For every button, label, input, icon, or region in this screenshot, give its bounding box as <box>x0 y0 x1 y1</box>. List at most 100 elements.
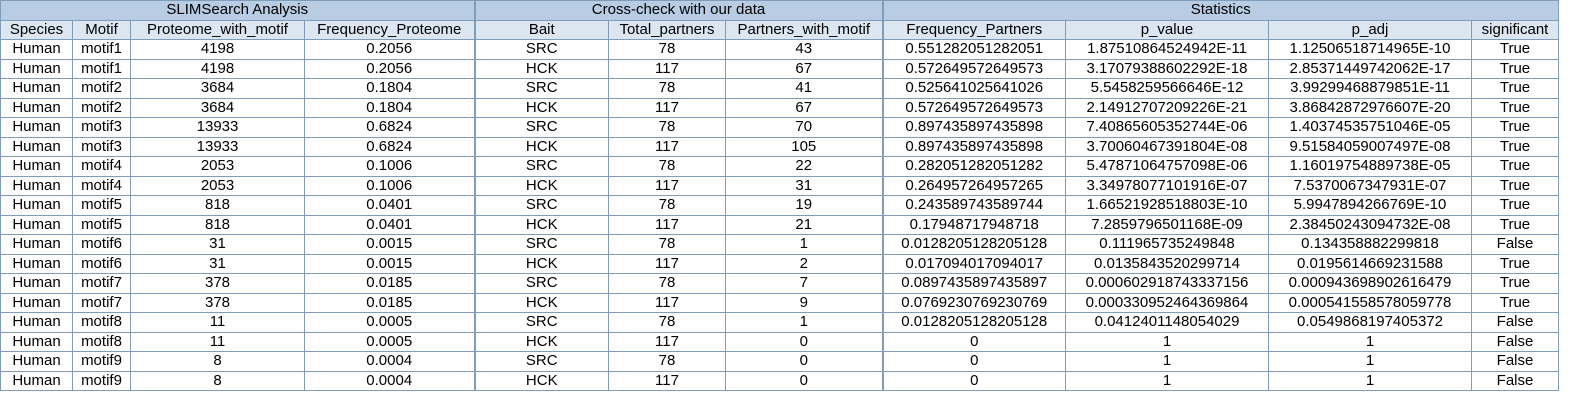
bait-cell: SRC <box>474 312 609 333</box>
frequency-proteome-cell: 0.6824 <box>304 117 476 138</box>
group-header-slimsearch: SLIMSearch Analysis <box>0 0 476 21</box>
column-header-bait: Bait <box>474 19 609 40</box>
table-row: Human motif2 3684 0.1804 HCK 117 67 0.572649572… <box>0 97 1559 118</box>
proteome-with-motif-cell: 31 <box>130 234 305 255</box>
partners-with-motif-cell: 0 <box>725 331 884 352</box>
species-cell: Human <box>0 39 73 60</box>
total-partners-cell: 117 <box>608 370 726 391</box>
bait-cell: SRC <box>474 39 609 60</box>
frequency-proteome-cell: 0.0005 <box>304 331 476 352</box>
species-cell: Human <box>0 78 73 99</box>
p-value-cell: 1.66521928518803E-10 <box>1065 195 1269 216</box>
group-header-row: SLIMSearch Analysis Cross-check with our… <box>0 0 1559 21</box>
frequency-partners-cell: 0 <box>882 370 1066 391</box>
frequency-partners-cell: 0.0128205128205128 <box>882 312 1066 333</box>
significant-cell: True <box>1471 195 1559 216</box>
species-cell: Human <box>0 136 73 157</box>
p-value-cell: 1 <box>1065 370 1269 391</box>
frequency-proteome-cell: 0.0015 <box>304 234 476 255</box>
frequency-proteome-cell: 0.0005 <box>304 312 476 333</box>
motif-cell: motif5 <box>72 195 131 216</box>
table-row: Human motif6 31 0.0015 HCK 117 2 0.017094017094… <box>0 253 1559 274</box>
total-partners-cell: 78 <box>608 312 726 333</box>
frequency-proteome-cell: 0.0401 <box>304 214 476 235</box>
column-header-motif: Motif <box>72 19 131 40</box>
p-adj-cell: 1 <box>1268 351 1472 372</box>
species-cell: Human <box>0 292 73 313</box>
total-partners-cell: 117 <box>608 331 726 352</box>
bait-cell: HCK <box>474 58 609 79</box>
significant-cell: True <box>1471 117 1559 138</box>
partners-with-motif-cell: 1 <box>725 234 884 255</box>
significant-cell: False <box>1471 234 1559 255</box>
p-adj-cell: 1 <box>1268 331 1472 352</box>
table-row: Human motif9 8 0.0004 SRC 78 0 0 1 1 False <box>0 351 1559 372</box>
proteome-with-motif-cell: 8 <box>130 370 305 391</box>
proteome-with-motif-cell: 8 <box>130 351 305 372</box>
frequency-partners-cell: 0.0897435897435897 <box>882 273 1066 294</box>
p-value-cell: 0.111965735249848 <box>1065 234 1269 255</box>
species-cell: Human <box>0 156 73 177</box>
p-value-cell: 7.2859796501168E-09 <box>1065 214 1269 235</box>
total-partners-cell: 78 <box>608 156 726 177</box>
frequency-partners-cell: 0.017094017094017 <box>882 253 1066 274</box>
motif-cell: motif9 <box>72 351 131 372</box>
motif-cell: motif5 <box>72 214 131 235</box>
species-cell: Human <box>0 253 73 274</box>
species-cell: Human <box>0 351 73 372</box>
partners-with-motif-cell: 1 <box>725 312 884 333</box>
proteome-with-motif-cell: 4198 <box>130 58 305 79</box>
proteome-with-motif-cell: 4198 <box>130 39 305 60</box>
frequency-partners-cell: 0.897435897435898 <box>882 117 1066 138</box>
significant-cell: False <box>1471 331 1559 352</box>
frequency-partners-cell: 0.264957264957265 <box>882 175 1066 196</box>
significant-cell: True <box>1471 39 1559 60</box>
proteome-with-motif-cell: 11 <box>130 312 305 333</box>
proteome-with-motif-cell: 818 <box>130 214 305 235</box>
partners-with-motif-cell: 67 <box>725 58 884 79</box>
significant-cell: True <box>1471 253 1559 274</box>
p-value-cell: 3.34978077101916E-07 <box>1065 175 1269 196</box>
p-adj-cell: 0.0549868197405372 <box>1268 312 1472 333</box>
bait-cell: HCK <box>474 331 609 352</box>
total-partners-cell: 78 <box>608 195 726 216</box>
frequency-proteome-cell: 0.0015 <box>304 253 476 274</box>
motif-cell: motif9 <box>72 370 131 391</box>
motif-cell: motif8 <box>72 312 131 333</box>
frequency-proteome-cell: 0.2056 <box>304 39 476 60</box>
species-cell: Human <box>0 234 73 255</box>
frequency-partners-cell: 0 <box>882 351 1066 372</box>
frequency-proteome-cell: 0.1804 <box>304 78 476 99</box>
bait-cell: SRC <box>474 234 609 255</box>
motif-cell: motif4 <box>72 175 131 196</box>
p-value-cell: 1 <box>1065 331 1269 352</box>
group-header-crosscheck: Cross-check with our data <box>474 0 884 21</box>
proteome-with-motif-cell: 11 <box>130 331 305 352</box>
significant-cell: True <box>1471 156 1559 177</box>
p-adj-cell: 9.51584059007497E-08 <box>1268 136 1472 157</box>
table-row: Human motif7 378 0.0185 SRC 78 7 0.089743589743… <box>0 273 1559 294</box>
partners-with-motif-cell: 22 <box>725 156 884 177</box>
total-partners-cell: 78 <box>608 351 726 372</box>
p-value-cell: 0.000330952464369864 <box>1065 292 1269 313</box>
table-row: Human motif3 13933 0.6824 HCK 117 105 0.8974358… <box>0 136 1559 157</box>
partners-with-motif-cell: 41 <box>725 78 884 99</box>
frequency-proteome-cell: 0.0401 <box>304 195 476 216</box>
significant-cell: True <box>1471 292 1559 313</box>
p-value-cell: 5.5458259566646E-12 <box>1065 78 1269 99</box>
bait-cell: SRC <box>474 351 609 372</box>
p-value-cell: 1 <box>1065 351 1269 372</box>
column-header-frequency-proteome: Frequency_Proteome <box>304 19 476 40</box>
p-value-cell: 0.0135843520299714 <box>1065 253 1269 274</box>
p-adj-cell: 3.86842872976607E-20 <box>1268 97 1472 118</box>
p-value-cell: 3.70060467391804E-08 <box>1065 136 1269 157</box>
proteome-with-motif-cell: 2053 <box>130 175 305 196</box>
table-row: Human motif1 4198 0.2056 SRC 78 43 0.5512820512… <box>0 39 1559 60</box>
frequency-partners-cell: 0.897435897435898 <box>882 136 1066 157</box>
bait-cell: HCK <box>474 136 609 157</box>
motif-cell: motif4 <box>72 156 131 177</box>
bait-cell: HCK <box>474 175 609 196</box>
p-value-cell: 2.14912707209226E-21 <box>1065 97 1269 118</box>
table-body: Human motif1 4198 0.2056 SRC 78 43 0.5512820512… <box>0 39 1559 391</box>
p-adj-cell: 0.134358882299818 <box>1268 234 1472 255</box>
